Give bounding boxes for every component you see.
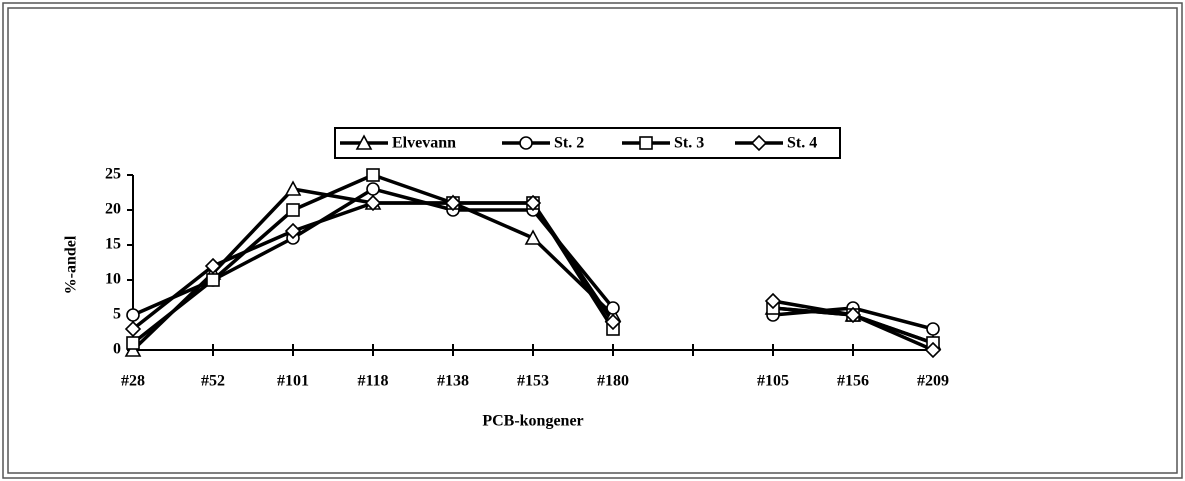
marker [364,194,382,212]
marker [444,194,462,212]
marker [284,180,302,196]
marker [355,134,373,150]
marker [606,301,620,315]
marker [366,168,380,182]
marker [639,136,653,150]
marker [366,182,380,196]
legend-label: St. 3 [674,135,704,152]
marker [926,322,940,336]
marker [126,308,140,322]
marker [604,313,622,331]
marker [124,320,142,338]
marker [126,336,140,350]
marker [286,203,300,217]
y-tick-label: 10 [105,271,121,288]
legend-label: St. 2 [554,135,584,152]
x-tick-label: #138 [437,373,469,390]
marker [284,222,302,240]
marker [519,136,533,150]
y-tick-label: 25 [105,166,121,183]
x-tick-label: #28 [121,373,145,390]
x-tick-label: #118 [357,373,388,390]
x-tick-label: #52 [201,373,225,390]
marker [924,341,942,359]
inner-frame [7,7,1178,474]
marker [764,292,782,310]
y-tick-label: 15 [105,236,121,253]
marker [844,306,862,324]
y-tick-label: 20 [105,201,121,218]
marker [206,273,220,287]
marker [750,134,768,152]
x-axis-label: PCB-kongener [482,413,583,430]
marker [524,229,542,245]
marker [524,194,542,212]
x-tick-label: #180 [597,373,629,390]
series-line [131,201,934,352]
y-axis-label: %-andel [63,235,80,294]
x-tick-label: #105 [757,373,789,390]
y-tick-label: 5 [113,306,121,323]
legend-label: Elvevann [392,135,456,152]
x-tick-label: #209 [917,373,949,390]
marker [204,257,222,275]
x-tick-label: #153 [517,373,549,390]
y-tick-label: 0 [113,341,121,358]
x-tick-label: #101 [277,373,309,390]
legend-label: St. 4 [787,135,817,152]
x-tick-label: #156 [837,373,869,390]
